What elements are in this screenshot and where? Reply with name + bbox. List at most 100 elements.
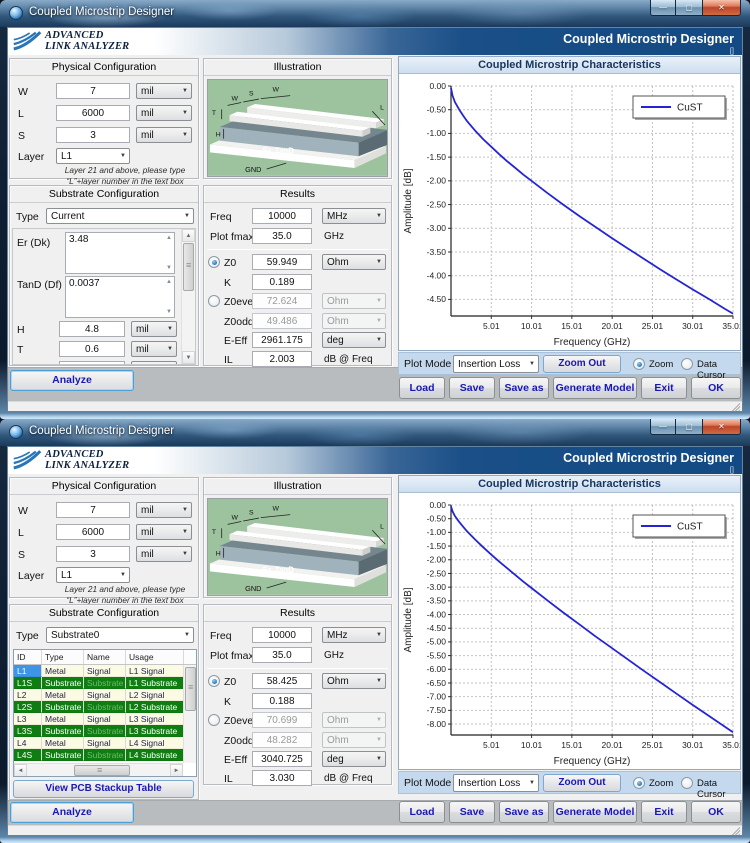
stackup-cell[interactable]: Signal [84, 713, 126, 725]
maximize-button[interactable]: ▢ [676, 419, 703, 435]
stackup-cell[interactable]: Substrate [84, 701, 126, 713]
z0-radio[interactable] [208, 675, 220, 687]
zoom-out-button[interactable]: Zoom Out [543, 355, 621, 373]
substrate-type-combo[interactable]: Substrate0 ▼ [46, 627, 194, 643]
stackup-cell[interactable]: Signal [84, 665, 126, 677]
layer-combo[interactable]: L1 ▼ [56, 567, 130, 583]
scroll-down-icon[interactable]: ▼ [166, 265, 172, 271]
exit-button[interactable]: Exit [641, 377, 687, 399]
column-header[interactable]: Usage [126, 650, 184, 664]
save-button[interactable]: Save [449, 377, 495, 399]
stackup-cell[interactable]: L4 Substrate [126, 749, 184, 761]
l-input[interactable] [56, 524, 130, 540]
scrollbar-thumb[interactable] [185, 667, 196, 711]
stackup-cell[interactable]: L1S [14, 677, 42, 689]
scrollbar-thumb[interactable] [183, 243, 194, 291]
save-as-button[interactable]: Save as [499, 801, 549, 823]
stackup-cell[interactable]: L2 Substrate [126, 701, 184, 713]
stackup-cell[interactable]: L4 Signal [126, 737, 184, 749]
freq-input[interactable] [252, 627, 312, 643]
table-vertical-scrollbar[interactable] [183, 665, 196, 763]
close-button[interactable]: ✕ [703, 0, 741, 16]
scroll-right-icon[interactable]: ► [170, 764, 183, 776]
stackup-cell[interactable]: L3 Substrate [126, 725, 184, 737]
insertion-loss-chart[interactable]: 5.01 10.01 15.01 20.01 25.01 30.01 35.01 0.00 -0… [399, 493, 740, 769]
minimize-button[interactable]: — [650, 419, 676, 435]
z0even-radio[interactable] [208, 714, 220, 726]
stackup-row[interactable]: L3 Metal Signal L3 Signal [14, 713, 196, 725]
stackup-cell[interactable]: Substrate [42, 701, 84, 713]
stackup-cell[interactable]: Substrate [42, 677, 84, 689]
scroll-up-icon[interactable]: ▲ [182, 229, 195, 242]
titlebar[interactable]: Coupled Microstrip Designer — ▢ ✕ [0, 419, 750, 446]
stackup-cell[interactable]: Metal [42, 665, 84, 677]
stackup-cell[interactable]: Signal [84, 689, 126, 701]
s-input[interactable] [56, 127, 130, 143]
generate-model-button[interactable]: Generate Model [553, 377, 637, 399]
fmax-input[interactable] [252, 228, 312, 244]
stackup-cell[interactable]: L4S [14, 749, 42, 761]
plot-mode-combo[interactable]: Insertion Loss ▼ [453, 774, 539, 792]
table-horizontal-scrollbar[interactable]: ◄ ► [14, 763, 183, 776]
freq-input[interactable] [252, 208, 312, 224]
minimize-button[interactable]: — [650, 0, 676, 16]
titlebar[interactable]: Coupled Microstrip Designer — ▢ ✕ [0, 0, 750, 27]
z0-input[interactable] [252, 254, 312, 270]
scrollbar-thumb[interactable] [74, 765, 130, 776]
insertion-loss-chart[interactable]: 5.01 10.01 15.01 20.01 25.01 30.01 35.01 0.00 -0… [399, 74, 740, 350]
freq-unit-combo[interactable]: MHz ▼ [322, 208, 386, 224]
stackup-cell[interactable]: L3 Signal [126, 713, 184, 725]
stackup-cell[interactable]: Substrate [42, 725, 84, 737]
freq-unit-combo[interactable]: MHz ▼ [322, 627, 386, 643]
tand-input[interactable]: 0.0037 [65, 276, 175, 318]
stackup-cell[interactable]: Substrate [84, 749, 126, 761]
zoom-radio[interactable] [633, 777, 645, 789]
stackup-row[interactable]: L2S Substrate Substrate L2 Substrate [14, 701, 196, 713]
l-unit-combo[interactable]: mil ▼ [136, 524, 192, 540]
stackup-row[interactable]: L3S Substrate Substrate L3 Substrate [14, 725, 196, 737]
w-unit-combo[interactable]: mil ▼ [136, 83, 192, 99]
stackup-cell[interactable]: L2S [14, 701, 42, 713]
stackup-cell[interactable]: L3S [14, 725, 42, 737]
scroll-down-icon[interactable]: ▼ [166, 309, 172, 315]
stackup-cell[interactable]: L3 [14, 713, 42, 725]
t-input[interactable] [59, 341, 125, 357]
zoom-radio[interactable] [633, 358, 645, 370]
substrate-vertical-scrollbar[interactable]: ▲ ▼ [181, 229, 195, 364]
stackup-cell[interactable]: L4 [14, 737, 42, 749]
zoom-out-button[interactable]: Zoom Out [543, 774, 621, 792]
exit-button[interactable]: Exit [641, 801, 687, 823]
data-cursor-radio[interactable] [681, 358, 693, 370]
z0-input[interactable] [252, 673, 312, 689]
scroll-up-icon[interactable]: ▲ [166, 235, 172, 241]
eeff-input[interactable] [252, 751, 312, 767]
w-input[interactable] [56, 83, 130, 99]
stackup-row[interactable]: L4 Metal Signal L4 Signal [14, 737, 196, 749]
stackup-cell[interactable]: L1 [14, 665, 42, 677]
clipped-input[interactable] [59, 361, 125, 364]
eeff-unit-combo[interactable]: deg ▼ [322, 751, 386, 767]
z0-unit-combo[interactable]: Ohm ▼ [322, 254, 386, 270]
stackup-cell[interactable]: Signal [84, 737, 126, 749]
save-as-button[interactable]: Save as [499, 377, 549, 399]
stackup-row[interactable]: L1 Metal Signal L1 Signal [14, 665, 196, 677]
generate-model-button[interactable]: Generate Model [553, 801, 637, 823]
il-input[interactable] [252, 770, 312, 786]
stackup-cell[interactable]: L1 Signal [126, 665, 184, 677]
substrate-type-combo[interactable]: Current ▼ [46, 208, 194, 224]
layer-combo[interactable]: L1 ▼ [56, 148, 130, 164]
l-unit-combo[interactable]: mil ▼ [136, 105, 192, 121]
stackup-cell[interactable]: Metal [42, 737, 84, 749]
load-button[interactable]: Load [399, 377, 445, 399]
column-header[interactable]: ID [14, 650, 42, 664]
eeff-input[interactable] [252, 332, 312, 348]
w-input[interactable] [56, 502, 130, 518]
h-unit-combo[interactable]: mil ▼ [131, 321, 177, 337]
fmax-input[interactable] [252, 647, 312, 663]
ok-button[interactable]: OK [691, 377, 741, 399]
er-input[interactable]: 3.48 [65, 232, 175, 274]
plot-mode-combo[interactable]: Insertion Loss ▼ [453, 355, 539, 373]
z0-radio[interactable] [208, 256, 220, 268]
stackup-cell[interactable]: Substrate [42, 749, 84, 761]
clipped-unit-combo[interactable]: ▼ [131, 361, 177, 364]
